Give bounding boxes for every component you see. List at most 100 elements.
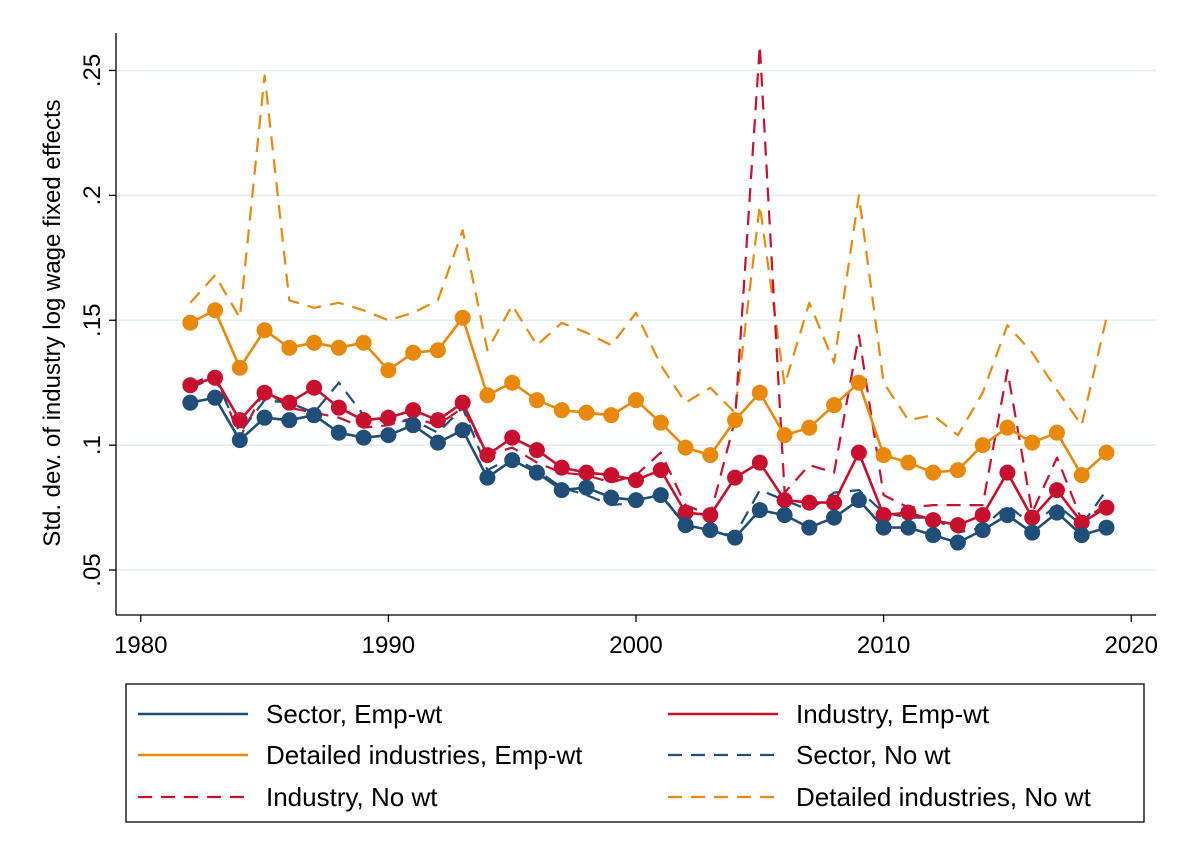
legend-item: Sector, No wt xyxy=(668,740,951,770)
data-point xyxy=(578,464,595,481)
data-point xyxy=(900,504,917,521)
legend-item: Detailed industries, No wt xyxy=(668,782,1092,812)
data-point xyxy=(1098,444,1115,461)
data-point xyxy=(553,402,570,419)
data-point xyxy=(330,399,347,416)
data-point xyxy=(850,444,867,461)
data-point xyxy=(528,392,545,409)
data-point xyxy=(702,447,719,464)
data-point xyxy=(628,492,644,509)
data-point xyxy=(850,374,867,391)
data-point xyxy=(1024,509,1041,526)
y-tick-label: .2 xyxy=(79,185,106,205)
data-point xyxy=(553,482,570,499)
legend-item: Sector, Emp-wt xyxy=(138,699,443,729)
data-point xyxy=(207,302,224,319)
data-point xyxy=(454,422,471,439)
data-point xyxy=(380,427,397,444)
data-point xyxy=(751,454,768,471)
series-line xyxy=(189,74,1108,437)
data-point xyxy=(306,334,323,351)
data-point xyxy=(256,322,273,339)
data-point xyxy=(875,447,892,464)
data-point xyxy=(479,447,496,464)
data-point xyxy=(553,459,570,476)
series-sector-emp-wt xyxy=(182,389,1115,551)
data-point xyxy=(628,392,644,409)
data-point xyxy=(454,309,471,326)
data-point xyxy=(578,404,595,421)
data-point xyxy=(603,467,620,484)
legend-item: Industry, Emp-wt xyxy=(668,699,990,729)
data-point xyxy=(702,522,719,539)
data-point xyxy=(405,402,422,419)
data-point xyxy=(306,407,323,424)
data-point xyxy=(405,417,422,434)
data-point xyxy=(578,479,595,496)
data-point xyxy=(429,342,446,359)
data-point xyxy=(380,409,397,426)
data-point xyxy=(355,429,372,446)
data-point xyxy=(925,512,942,529)
data-point xyxy=(751,502,768,519)
x-tick-label: 1980 xyxy=(114,632,167,659)
data-point xyxy=(826,397,843,414)
data-point xyxy=(405,344,422,361)
data-point xyxy=(727,469,744,486)
data-point xyxy=(256,384,273,401)
data-point xyxy=(801,419,818,436)
data-point xyxy=(628,472,644,489)
data-point xyxy=(1024,524,1041,541)
y-tick-label: .25 xyxy=(79,54,106,87)
data-point xyxy=(727,529,744,546)
data-point xyxy=(875,507,892,524)
y-axis-label: Std. dev. of industry log wage fixed eff… xyxy=(39,99,66,546)
x-tick-label: 2010 xyxy=(857,632,910,659)
data-point xyxy=(900,519,917,536)
data-point xyxy=(231,359,248,376)
data-point xyxy=(875,519,892,536)
data-point xyxy=(727,412,744,429)
data-point xyxy=(850,492,867,509)
data-point xyxy=(826,509,843,526)
data-point xyxy=(281,339,298,356)
data-point xyxy=(974,522,991,539)
legend-item: Industry, No wt xyxy=(138,782,438,812)
legend: Sector, Emp-wt Industry, Emp-wt Detailed i… xyxy=(125,683,1145,823)
data-point xyxy=(826,494,843,511)
data-point xyxy=(925,527,942,544)
x-tick-label: 1990 xyxy=(362,632,415,659)
data-point xyxy=(1073,467,1090,484)
data-point xyxy=(949,517,966,534)
data-point xyxy=(380,362,397,379)
data-point xyxy=(479,469,496,486)
x-tick-label: 2020 xyxy=(1105,632,1158,659)
data-point xyxy=(355,334,372,351)
data-point xyxy=(949,534,966,551)
y-tick-label: .15 xyxy=(79,304,106,337)
x-tick-label: 2000 xyxy=(609,632,662,659)
y-tick-label: .1 xyxy=(79,435,106,455)
data-point xyxy=(330,339,347,356)
data-point xyxy=(776,427,793,444)
data-point xyxy=(652,462,669,479)
data-point xyxy=(182,314,199,331)
series-industry-emp-wt xyxy=(182,369,1115,534)
data-point xyxy=(355,412,372,429)
legend-label: Industry, Emp-wt xyxy=(796,699,990,729)
legend-label: Sector, No wt xyxy=(796,740,951,770)
data-point xyxy=(207,389,224,406)
data-point xyxy=(504,429,521,446)
data-point xyxy=(231,412,248,429)
data-point xyxy=(1048,504,1065,521)
y-tick-label: .05 xyxy=(79,553,106,586)
data-point xyxy=(231,432,248,449)
data-point xyxy=(454,394,471,411)
data-point xyxy=(528,464,545,481)
data-point xyxy=(1073,527,1090,544)
data-point xyxy=(528,442,545,459)
data-point xyxy=(974,437,991,454)
legend-label: Sector, Emp-wt xyxy=(266,699,443,729)
data-point xyxy=(776,507,793,524)
data-point xyxy=(479,387,496,404)
